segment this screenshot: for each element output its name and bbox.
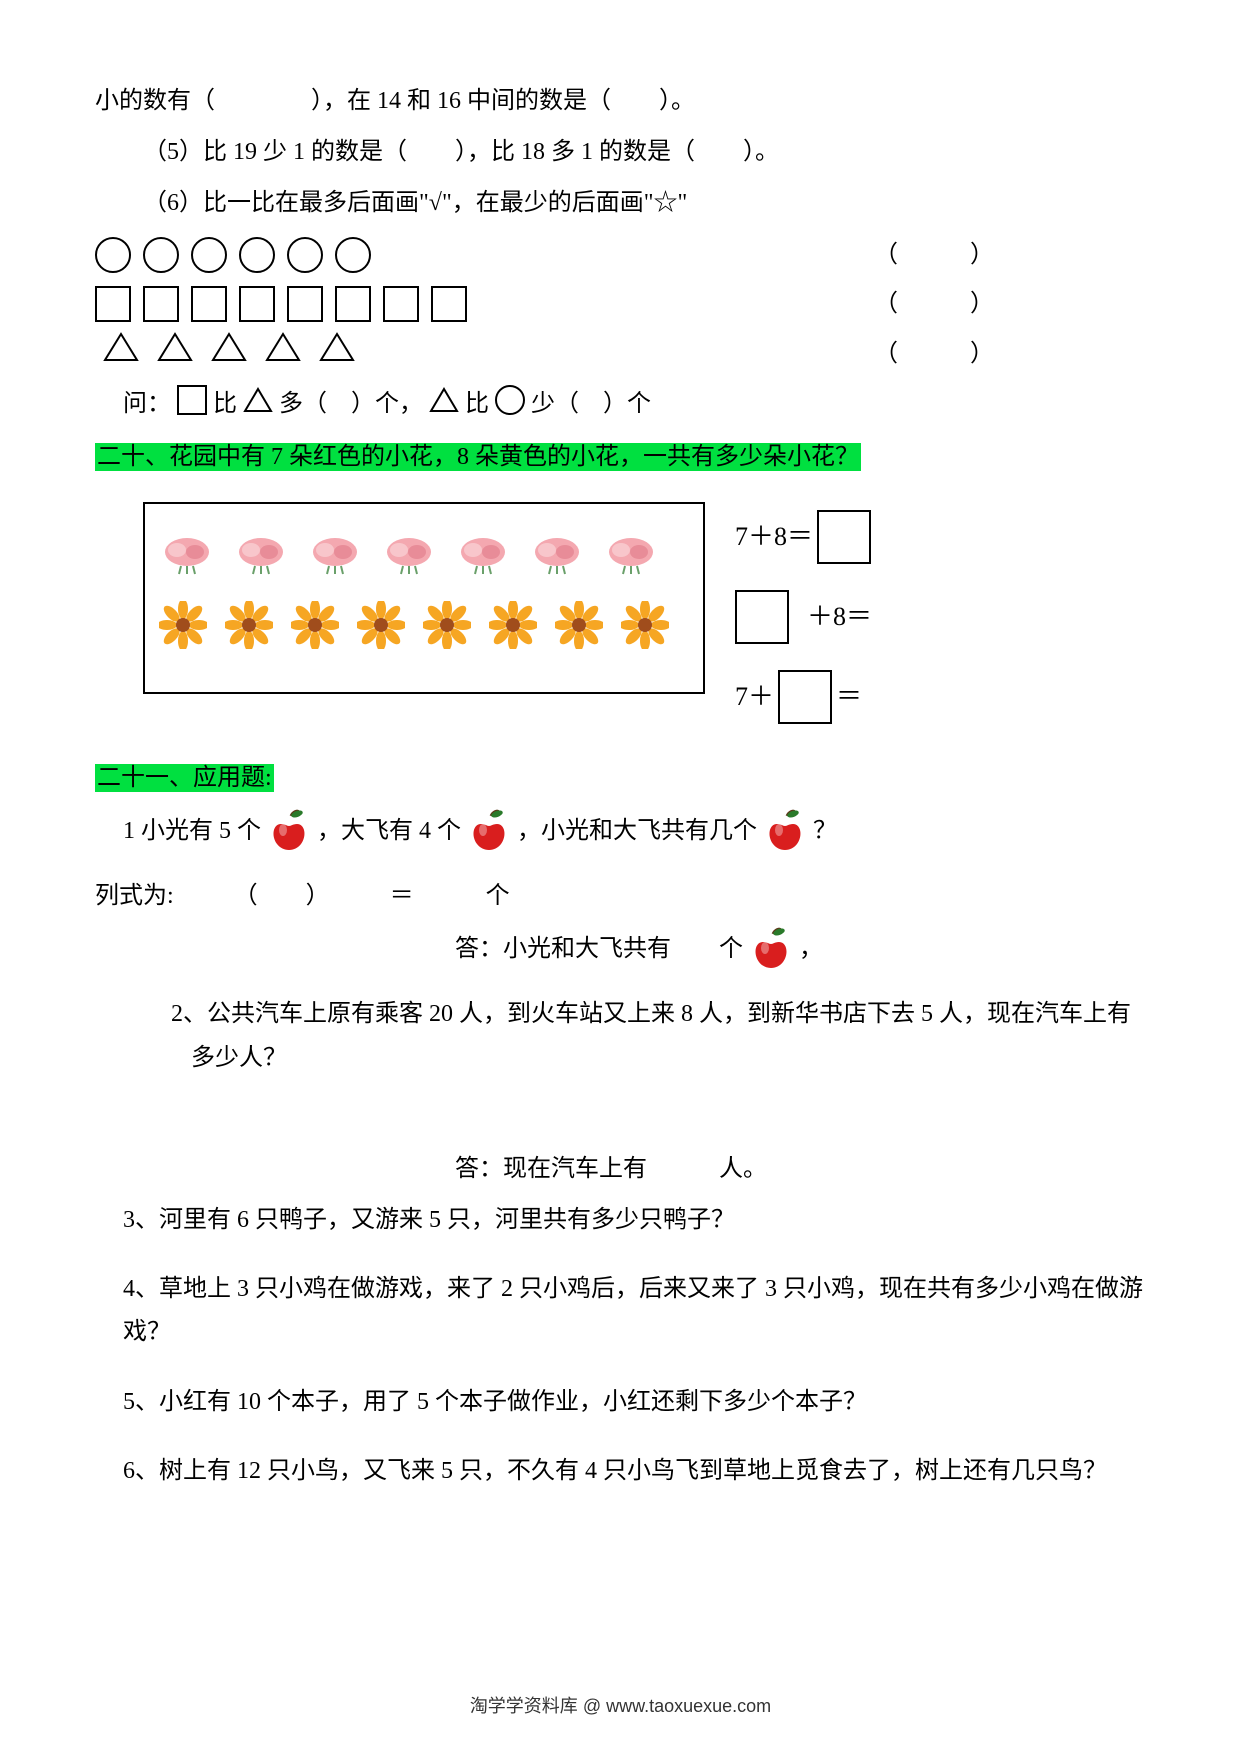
yellow-flowers-row xyxy=(159,601,689,664)
square-icon xyxy=(431,286,467,322)
answer-box[interactable] xyxy=(778,670,832,724)
question-5: （5）比 19 少 1 的数是（ ），比 18 多 1 的数是（ ）。 xyxy=(95,131,1146,174)
apple-icon xyxy=(763,808,807,867)
circles-row: （ ） xyxy=(95,234,1146,277)
yellow-flower-icon xyxy=(225,601,273,664)
yellow-flower-icon xyxy=(423,601,471,664)
apple-icon xyxy=(267,808,311,867)
line-top-fragment: 小的数有（ ），在 14 和 16 中间的数是（ ）。 xyxy=(95,80,1146,123)
yellow-flower-icon xyxy=(357,601,405,664)
apple-icon xyxy=(467,808,511,867)
yellow-flower-icon xyxy=(159,601,207,664)
circle-icon xyxy=(143,237,179,273)
question-6: （6）比一比在最多后面画"√"，在最少的后面画"☆" xyxy=(95,182,1146,225)
square-icon xyxy=(143,286,179,322)
highlight-green: 二十一、应用题: xyxy=(95,764,274,792)
square-icon xyxy=(177,385,207,415)
triangle-icon xyxy=(211,332,247,377)
problem-1-form: 列式为: （ ） ＝ 个 xyxy=(95,875,1146,918)
problem-6: 6、树上有 12 只小鸟，又飞来 5 只，不久有 4 只小鸟飞到草地上觅食去了，… xyxy=(95,1450,1146,1493)
yellow-flower-icon xyxy=(291,601,339,664)
red-flower-icon xyxy=(529,532,585,591)
section-21-heading: 二十一、应用题: xyxy=(95,757,1146,800)
problem-4: 4、草地上 3 只小鸡在做游戏，来了 2 只小鸡后，后来又来了 3 只小鸡，现在… xyxy=(95,1268,1146,1354)
triangle-icon xyxy=(319,332,355,377)
page-content: 小的数有（ ），在 14 和 16 中间的数是（ ）。 （5）比 19 少 1 … xyxy=(0,0,1241,1541)
circle-icon xyxy=(95,237,131,273)
problem-3: 3、河里有 6 只鸭子，又游来 5 只，河里共有多少只鸭子？ xyxy=(95,1199,1146,1242)
square-icon xyxy=(191,286,227,322)
problem-1-answer: 答：小光和大飞共有 个 ， xyxy=(95,926,1146,985)
answer-box[interactable] xyxy=(817,510,871,564)
triangle-icon xyxy=(103,332,139,377)
apple-icon xyxy=(749,926,793,985)
section-20-heading: 二十、花园中有 7 朵红色的小花，8 朵黄色的小花，一共有多少朵小花？ xyxy=(95,436,1146,479)
equation-1: 7＋8＝ xyxy=(735,506,872,568)
square-icon xyxy=(239,286,275,322)
square-icon xyxy=(95,286,131,322)
problem-1: 1 小光有 5 个 ，大飞有 4 个 ，小光和大飞共有几个 ？ xyxy=(95,808,1146,867)
problem-2-answer: 答：现在汽车上有 人。 xyxy=(95,1148,1146,1191)
square-icon xyxy=(287,286,323,322)
triangle-icon xyxy=(157,332,193,377)
yellow-flower-icon xyxy=(489,601,537,664)
blank-paren: （ ） xyxy=(874,333,994,376)
page-footer: 淘学学资料库 @ www.taoxuexue.com xyxy=(0,1692,1241,1718)
circle-icon xyxy=(335,237,371,273)
red-flower-icon xyxy=(603,532,659,591)
red-flower-icon xyxy=(307,532,363,591)
squares-row: （ ） xyxy=(95,283,1146,326)
triangle-icon xyxy=(243,385,273,428)
red-flower-icon xyxy=(455,532,511,591)
blank-paren: （ ） xyxy=(874,283,994,326)
equations-column: 7＋8＝ ＋8＝ 7＋＝ xyxy=(735,488,872,747)
flower-box xyxy=(143,502,705,694)
red-flowers-row xyxy=(159,532,689,591)
problem-5: 5、小红有 10 个本子，用了 5 个本子做作业，小红还剩下多少个本子？ xyxy=(95,1381,1146,1424)
blank-paren: （ ） xyxy=(874,234,994,277)
circle-icon xyxy=(239,237,275,273)
red-flower-icon xyxy=(233,532,289,591)
circle-icon xyxy=(287,237,323,273)
problem-2: 2、公共汽车上原有乘客 20 人，到火车站又上来 8 人，到新华书店下去 5 人… xyxy=(95,993,1146,1079)
compare-question: 问： 比 多（ ）个， 比 少（ ）个 xyxy=(95,383,1146,428)
circle-icon xyxy=(495,385,525,415)
equation-3: 7＋＝ xyxy=(735,666,872,728)
triangles-row: （ ） xyxy=(95,332,1146,377)
triangle-icon xyxy=(265,332,301,377)
yellow-flower-icon xyxy=(621,601,669,664)
yellow-flower-icon xyxy=(555,601,603,664)
highlight-green: 二十、花园中有 7 朵红色的小花，8 朵黄色的小花，一共有多少朵小花？ xyxy=(95,443,861,471)
red-flower-icon xyxy=(381,532,437,591)
circle-icon xyxy=(191,237,227,273)
equation-2: ＋8＝ xyxy=(735,586,872,648)
red-flower-icon xyxy=(159,532,215,591)
square-icon xyxy=(335,286,371,322)
triangle-icon xyxy=(429,385,459,428)
answer-box[interactable] xyxy=(735,590,789,644)
square-icon xyxy=(383,286,419,322)
